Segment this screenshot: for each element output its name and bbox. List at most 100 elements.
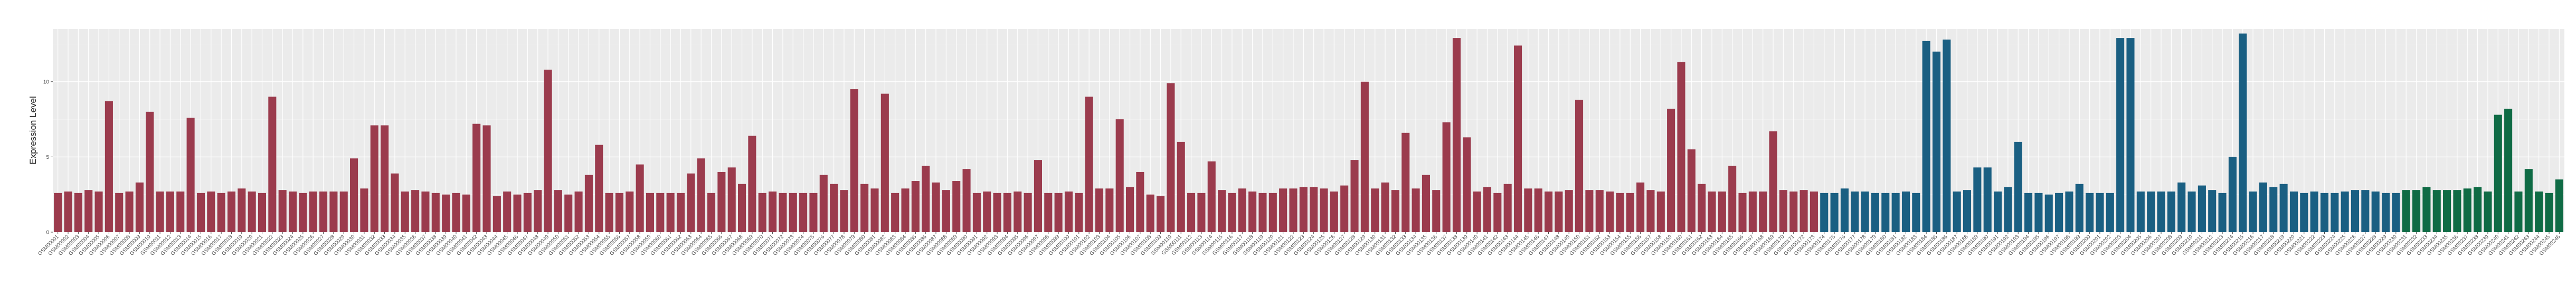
bar bbox=[2136, 192, 2145, 232]
bar bbox=[319, 192, 328, 232]
bar bbox=[309, 192, 317, 232]
bar bbox=[1054, 193, 1063, 232]
bar bbox=[2474, 187, 2482, 232]
bar bbox=[615, 193, 623, 232]
bar bbox=[74, 193, 82, 232]
bar bbox=[2371, 192, 2380, 232]
bar bbox=[1064, 192, 1073, 232]
bar bbox=[1595, 190, 1604, 232]
bar bbox=[2055, 193, 2063, 232]
bar bbox=[462, 194, 470, 232]
bar bbox=[676, 193, 685, 232]
y-axis: 0 5 10 bbox=[43, 79, 53, 236]
bar bbox=[1279, 188, 1287, 232]
bar bbox=[227, 192, 236, 232]
bar bbox=[186, 118, 195, 232]
bar bbox=[2279, 184, 2288, 232]
bar bbox=[534, 190, 542, 232]
bar bbox=[2494, 114, 2502, 232]
bar bbox=[1350, 160, 1359, 232]
bar bbox=[2443, 190, 2451, 232]
bar bbox=[870, 188, 879, 232]
bar bbox=[1820, 193, 1829, 232]
bar bbox=[574, 192, 583, 232]
bar bbox=[2300, 193, 2308, 232]
bar bbox=[584, 175, 593, 232]
bar bbox=[452, 193, 460, 232]
bar bbox=[1728, 166, 1737, 232]
bar bbox=[1177, 141, 1185, 232]
bar bbox=[1483, 187, 1492, 232]
bar bbox=[2341, 192, 2349, 232]
bar bbox=[595, 145, 603, 232]
bar bbox=[850, 89, 858, 232]
bar bbox=[972, 193, 981, 232]
bar bbox=[1983, 167, 1992, 232]
bar bbox=[1708, 192, 1716, 232]
bar bbox=[962, 169, 971, 232]
bar bbox=[1044, 193, 1053, 232]
bar bbox=[1371, 188, 1379, 232]
bar bbox=[1891, 193, 1900, 232]
bar bbox=[2249, 192, 2257, 232]
bar bbox=[830, 184, 838, 232]
bar bbox=[922, 166, 930, 232]
bar bbox=[1698, 184, 1706, 232]
bar bbox=[1769, 131, 1777, 232]
bar bbox=[1146, 194, 1154, 232]
bar bbox=[370, 125, 378, 232]
bar bbox=[1994, 192, 2002, 232]
bar bbox=[176, 192, 185, 232]
bar bbox=[2075, 184, 2083, 232]
bar bbox=[1452, 38, 1461, 232]
bar bbox=[2412, 190, 2421, 232]
bar bbox=[809, 193, 818, 232]
bar bbox=[196, 193, 205, 232]
bar bbox=[288, 192, 297, 232]
bar bbox=[1830, 193, 1839, 232]
bar bbox=[1851, 192, 1859, 232]
bar bbox=[1738, 193, 1747, 232]
bar bbox=[2198, 185, 2206, 232]
bar bbox=[993, 193, 1001, 232]
bar bbox=[1912, 193, 1920, 232]
bar bbox=[2535, 192, 2543, 232]
bar bbox=[901, 188, 910, 232]
bar bbox=[697, 158, 705, 232]
bar bbox=[1299, 187, 1308, 232]
bar bbox=[1207, 161, 1216, 232]
bar bbox=[2116, 38, 2125, 232]
bar bbox=[1932, 51, 1941, 233]
bar bbox=[523, 193, 532, 232]
bar bbox=[2157, 192, 2165, 232]
bar bbox=[758, 193, 766, 232]
bar bbox=[727, 167, 736, 232]
bar bbox=[1401, 132, 1410, 232]
bar bbox=[1943, 39, 1951, 233]
bar bbox=[391, 173, 399, 232]
bar bbox=[350, 158, 358, 232]
bar bbox=[687, 173, 695, 232]
bar bbox=[1748, 192, 1757, 232]
bar bbox=[1667, 109, 1675, 232]
bar bbox=[840, 190, 848, 232]
bar bbox=[1105, 188, 1114, 232]
bar bbox=[442, 194, 450, 232]
bar bbox=[2545, 193, 2553, 232]
bar bbox=[1258, 193, 1267, 232]
bar bbox=[411, 190, 420, 232]
bar bbox=[1575, 100, 1584, 232]
bar bbox=[1953, 192, 1961, 232]
bar bbox=[105, 101, 113, 232]
bar bbox=[1718, 192, 1726, 232]
bar bbox=[1157, 196, 1165, 232]
bar bbox=[932, 182, 940, 232]
bar bbox=[238, 188, 246, 232]
bar bbox=[2065, 192, 2073, 232]
bar bbox=[1800, 190, 1808, 232]
bar bbox=[717, 171, 726, 232]
bar bbox=[1360, 81, 1369, 232]
bar bbox=[1677, 62, 1685, 233]
bar bbox=[2555, 179, 2563, 232]
